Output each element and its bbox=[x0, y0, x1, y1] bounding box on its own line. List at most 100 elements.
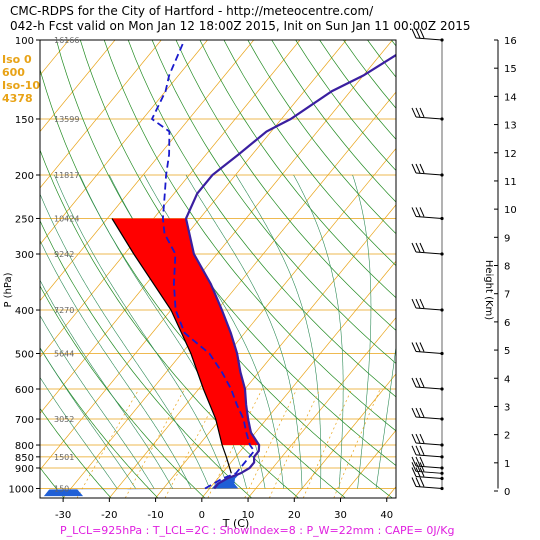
dry-adiabat bbox=[223, 40, 396, 267]
iso0-value: 600 bbox=[2, 66, 25, 79]
isotherm bbox=[40, 40, 162, 189]
y-axis-label: P (hPa) bbox=[3, 272, 14, 307]
height-tick-label: 1 bbox=[504, 459, 510, 470]
dry-adiabat bbox=[151, 40, 396, 364]
iso10-value: 4378 bbox=[2, 92, 33, 105]
dewpoint-line bbox=[150, 40, 256, 490]
dry-adiabat bbox=[247, 40, 396, 235]
temperature-tick-label: 20 bbox=[288, 510, 301, 521]
height-tick-label: 15 bbox=[504, 64, 517, 75]
wind-barb-flag bbox=[411, 456, 417, 467]
wind-barb-flag bbox=[415, 445, 421, 456]
dry-adiabat bbox=[103, 40, 396, 432]
isotherm bbox=[201, 260, 396, 498]
isotherm bbox=[40, 40, 393, 471]
wind-barb-flag bbox=[411, 462, 417, 472]
temperature-tick-label: -10 bbox=[147, 510, 163, 521]
isotherm bbox=[109, 147, 396, 498]
height-tick-label: 6 bbox=[504, 318, 510, 329]
wind-barb-flag bbox=[415, 433, 421, 444]
temperature-tick-label: 0 bbox=[199, 510, 205, 521]
plot-frame bbox=[39, 39, 397, 499]
temperature-line bbox=[184, 53, 396, 490]
wind-barb-staff bbox=[415, 386, 443, 390]
wind-barb-staff bbox=[415, 172, 443, 176]
wind-barb-flag bbox=[419, 467, 425, 477]
height-tick-label: 3 bbox=[504, 402, 510, 413]
geopotential-height-label: 1501 bbox=[54, 453, 74, 462]
wind-barb-staff bbox=[415, 116, 443, 120]
wind-barb-flag bbox=[419, 298, 425, 309]
wind-barb-flag bbox=[411, 28, 417, 39]
wind-barb-flag bbox=[415, 456, 421, 467]
stability-indices: P_LCL=925hPa : T_LCL=2C : ShowIndex=8 : … bbox=[60, 524, 455, 537]
moist-adiabat bbox=[54, 174, 229, 489]
isotherm bbox=[247, 317, 396, 498]
height-tick-label: 4 bbox=[504, 374, 510, 385]
temperature-tick-label: 10 bbox=[242, 510, 255, 521]
isotherm bbox=[294, 373, 396, 498]
moist-adiabat bbox=[40, 314, 155, 489]
wind-barb-flag bbox=[411, 163, 417, 174]
cape-cin-fills bbox=[43, 218, 260, 497]
wind-barb-staff bbox=[415, 465, 443, 469]
dry-adiabat bbox=[0, 40, 17, 498]
pressure-tick-label: 150 bbox=[15, 115, 34, 126]
chart-title-line1: CMC-RDPS for the City of Hartford - http… bbox=[10, 4, 374, 18]
chart-title-line2: 042-h Fcst valid on Mon Jan 12 18:00Z 20… bbox=[10, 19, 471, 33]
moist-adiabat bbox=[40, 239, 192, 489]
wind-barb-flag bbox=[411, 207, 417, 217]
wind-barbs bbox=[411, 28, 444, 491]
wind-barb-flag bbox=[411, 242, 417, 253]
pressure-tick-label: 900 bbox=[15, 464, 34, 475]
negative-area-fill bbox=[43, 473, 241, 497]
wind-barb-staff bbox=[415, 470, 443, 474]
wind-barb-flag bbox=[411, 342, 417, 352]
wind-barb-flag bbox=[415, 377, 421, 388]
dry-adiabat bbox=[271, 40, 396, 203]
pressure-tick-label: 100 bbox=[15, 36, 34, 47]
wind-barb-flag bbox=[415, 163, 421, 174]
dry-adiabat bbox=[415, 40, 540, 498]
wind-barb-flag bbox=[415, 207, 421, 217]
height-tick-label: 7 bbox=[504, 290, 510, 301]
moist-adiabat bbox=[235, 174, 322, 489]
moist-adiabat bbox=[375, 343, 396, 489]
wind-barb-flag bbox=[419, 163, 425, 174]
wind-barb-staff bbox=[415, 350, 443, 354]
height-tick-label: 16 bbox=[504, 36, 517, 47]
height-tick-label: 9 bbox=[504, 233, 510, 244]
iso10-label: Iso-10 bbox=[2, 79, 41, 92]
dry-adiabat bbox=[391, 40, 396, 47]
height-tick-label: 14 bbox=[504, 92, 517, 103]
pressure-tick-label: 600 bbox=[15, 385, 34, 396]
wind-barb-flag bbox=[415, 298, 421, 309]
pressure-tick-label: 200 bbox=[15, 171, 34, 182]
sounding-profiles bbox=[111, 40, 396, 490]
pressure-tick-label: 250 bbox=[15, 214, 34, 225]
wind-barb-flag bbox=[411, 467, 417, 477]
height-tick-label: 8 bbox=[504, 262, 510, 273]
wind-barb-flag bbox=[419, 456, 425, 467]
wind-barb-staff bbox=[415, 442, 443, 446]
freezing-level-legend: Iso 0 600 Iso-10 4378 bbox=[2, 53, 40, 105]
pressure-tick-label: 800 bbox=[15, 441, 34, 452]
pressure-tick-label: 500 bbox=[15, 349, 34, 360]
geopotential-height-label: 3052 bbox=[54, 415, 74, 424]
isotherm bbox=[386, 486, 396, 498]
mixing-ratio-line bbox=[302, 388, 353, 498]
wind-barb-flag bbox=[419, 407, 425, 418]
wind-barb-flag bbox=[415, 477, 421, 487]
mixing-ratio-line bbox=[76, 388, 140, 498]
moist-adiabat bbox=[352, 174, 372, 489]
isotherm bbox=[0, 40, 23, 498]
pressure-tick-label: 700 bbox=[15, 415, 34, 426]
mixing-ratio-line bbox=[124, 388, 185, 498]
dry-adiabat bbox=[199, 40, 396, 299]
wind-barb-staff bbox=[415, 416, 443, 420]
dry-adiabat bbox=[127, 40, 396, 398]
moist-adiabat bbox=[40, 279, 173, 489]
wind-barb-flag bbox=[419, 107, 425, 118]
moist-adiabat bbox=[40, 193, 210, 489]
